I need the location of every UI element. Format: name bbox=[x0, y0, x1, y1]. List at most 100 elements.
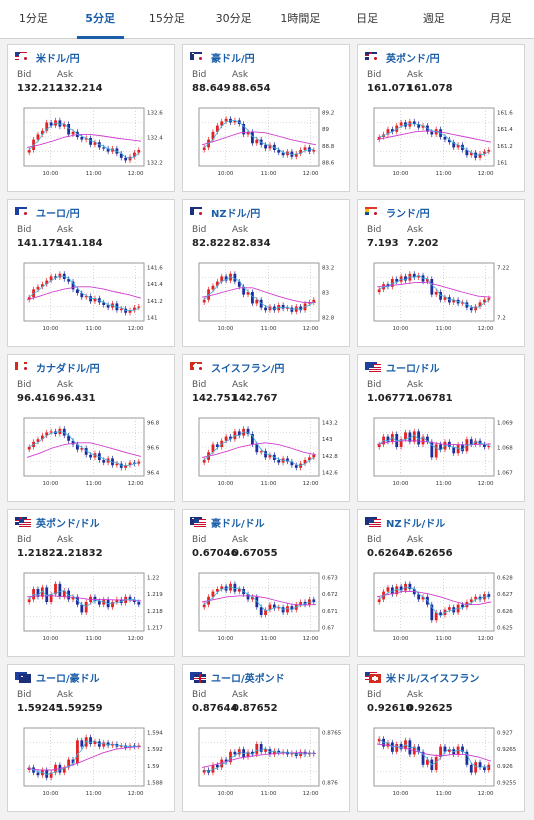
ask-label: Ask bbox=[232, 380, 249, 390]
x-tick-label: 12:00 bbox=[478, 171, 494, 177]
candle-body bbox=[76, 740, 79, 764]
candle-body bbox=[215, 589, 219, 592]
y-tick-label: 142.6 bbox=[322, 471, 338, 477]
candle-body bbox=[119, 153, 123, 158]
candle-body bbox=[215, 764, 219, 768]
flag-part bbox=[19, 521, 31, 523]
flag-part bbox=[365, 671, 377, 673]
rate-card[interactable]: NZドル/円 Bid Ask 82.822 82.834 83.2 83 82.8 10:00 1… bbox=[182, 199, 350, 347]
flag-eu-gb-icon bbox=[190, 671, 206, 683]
bid-value: 1.06777 bbox=[367, 393, 413, 404]
currency-pair-name: ユーロ/ドル bbox=[386, 363, 440, 375]
candle-body bbox=[229, 751, 232, 763]
candle-body bbox=[452, 447, 456, 454]
x-tick-label: 10:00 bbox=[392, 636, 408, 642]
rate-card[interactable]: 英ポンド/円 Bid Ask 161.071 161.078 161.6 161.4 161.… bbox=[357, 44, 525, 192]
flag-part bbox=[369, 519, 375, 524]
x-tick-label: 12:00 bbox=[478, 791, 494, 797]
flag-part bbox=[369, 369, 381, 371]
ask-value: 1.06781 bbox=[407, 393, 453, 404]
rate-card[interactable]: ユーロ/英ポンド Bid Ask 0.87644 0.87652 0.8765 0.876 1… bbox=[182, 664, 350, 812]
candle-body bbox=[408, 121, 412, 127]
tab-1[interactable]: 5分足 bbox=[67, 0, 134, 39]
moving-average-short bbox=[28, 430, 139, 466]
ask-value: 1.59259 bbox=[57, 703, 103, 714]
y-tick-label: 142.8 bbox=[322, 454, 338, 460]
candle-body bbox=[93, 741, 97, 744]
candle-body bbox=[89, 737, 92, 744]
candle-body bbox=[417, 275, 421, 278]
tab-3[interactable]: 30分足 bbox=[215, 12, 252, 25]
rate-card[interactable]: 豪ドル/ドル Bid Ask 0.67046 0.67055 0.673 0.672 0.67… bbox=[182, 509, 350, 657]
candle-body bbox=[49, 122, 53, 126]
tab-0[interactable]: 1分足 bbox=[18, 12, 48, 25]
candle-body bbox=[452, 299, 456, 303]
candle-body bbox=[303, 460, 307, 464]
rate-card[interactable]: スイスフラン/円 Bid Ask 142.751 142.767 143.2 143 142.… bbox=[182, 354, 350, 502]
tab-4[interactable]: 1時間足 bbox=[280, 12, 321, 25]
card-header: 米ドル/円 bbox=[15, 50, 80, 65]
moving-average-short bbox=[378, 434, 489, 452]
rate-card[interactable]: ユーロ/円 Bid Ask 141.179 141.184 141.6 141.4 141.2… bbox=[7, 199, 175, 347]
candle-body bbox=[268, 144, 272, 149]
flag-part bbox=[19, 674, 31, 683]
y-tick-label: 141.2 bbox=[147, 299, 163, 305]
rate-card[interactable]: 米ドル/スイスフラン Bid Ask 0.92610 0.92625 0.927 0.926… bbox=[357, 664, 525, 812]
ask-label: Ask bbox=[232, 535, 249, 545]
candle-body bbox=[461, 444, 464, 452]
x-tick-label: 10:00 bbox=[217, 171, 233, 177]
candle-body bbox=[211, 131, 215, 140]
y-tick-label: 0.9255 bbox=[497, 781, 517, 787]
rate-card[interactable]: 米ドル/円 Bid Ask 132.212 132.214 132.6 132.4 132.2… bbox=[7, 44, 175, 192]
candle-body bbox=[430, 604, 434, 621]
bid-value: 1.21822 bbox=[17, 548, 63, 559]
rate-card[interactable]: カナダドル/円 Bid Ask 96.416 96.431 96.8 96.6 96.4 10:… bbox=[7, 354, 175, 502]
candle-body bbox=[408, 740, 412, 755]
candle-body bbox=[215, 281, 219, 286]
rate-card[interactable]: 英ポンド/ドル Bid Ask 1.21822 1.21832 1.22 1.219 1.21… bbox=[7, 509, 175, 657]
ask-label: Ask bbox=[57, 690, 74, 700]
candlestick-chart: 1.069 1.068 1.067 10:00 11:00 12:00 bbox=[373, 417, 513, 487]
candle-body bbox=[377, 738, 381, 742]
candle-body bbox=[115, 463, 119, 466]
tab-5[interactable]: 日足 bbox=[356, 12, 379, 25]
bid-label: Bid bbox=[192, 380, 207, 390]
tab-7[interactable]: 月足 bbox=[489, 12, 512, 25]
rate-card[interactable]: ランド/円 Bid Ask 7.193 7.202 7.22 7.2 10:00 11:00 12… bbox=[357, 199, 525, 347]
bid-value: 142.751 bbox=[192, 393, 238, 404]
flag-part bbox=[191, 518, 194, 519]
candle-body bbox=[417, 746, 421, 752]
candle-body bbox=[84, 448, 88, 455]
candle-body bbox=[67, 124, 71, 135]
candle-body bbox=[27, 297, 31, 300]
bid-value: 96.416 bbox=[17, 393, 56, 404]
candle-body bbox=[461, 302, 464, 304]
rate-card[interactable]: ユーロ/豪ドル Bid Ask 1.59245 1.59259 1.594 1.592 1.5… bbox=[7, 664, 175, 812]
x-tick-label: 10:00 bbox=[392, 171, 408, 177]
candle-body bbox=[421, 596, 425, 600]
rate-card[interactable]: ユーロ/ドル Bid Ask 1.06777 1.06781 1.069 1.068 1.06… bbox=[357, 354, 525, 502]
candle-body bbox=[469, 307, 473, 311]
bid-value: 0.67046 bbox=[192, 548, 238, 559]
candle-body bbox=[251, 434, 254, 445]
rate-card[interactable]: NZドル/ドル Bid Ask 0.62642 0.62656 0.628 0.627 0.6… bbox=[357, 509, 525, 657]
y-tick-label: 0.926 bbox=[497, 764, 513, 770]
candle-body bbox=[115, 599, 119, 602]
y-tick-label: 0.927 bbox=[497, 731, 513, 737]
rate-card[interactable]: 豪ドル/円 Bid Ask 88.649 88.654 89.2 89 88.8 88.6 10:… bbox=[182, 44, 350, 192]
candlestick-chart: 96.8 96.6 96.4 10:00 11:00 12:00 bbox=[23, 417, 160, 487]
tab-2[interactable]: 15分足 bbox=[148, 12, 185, 25]
x-tick-label: 11:00 bbox=[86, 481, 102, 487]
y-tick-label: 89.2 bbox=[322, 111, 334, 117]
bid-label: Bid bbox=[17, 380, 32, 390]
candle-body bbox=[49, 772, 53, 778]
candle-body bbox=[220, 276, 224, 282]
y-tick-label: 1.594 bbox=[147, 731, 163, 737]
candle-body bbox=[434, 612, 438, 621]
bid-label: Bid bbox=[367, 380, 382, 390]
candle-body bbox=[469, 599, 473, 602]
candle-body bbox=[80, 448, 84, 450]
y-tick-label: 161.6 bbox=[497, 111, 513, 117]
tab-6[interactable]: 週足 bbox=[422, 12, 445, 25]
y-tick-label: 0.626 bbox=[497, 609, 513, 615]
